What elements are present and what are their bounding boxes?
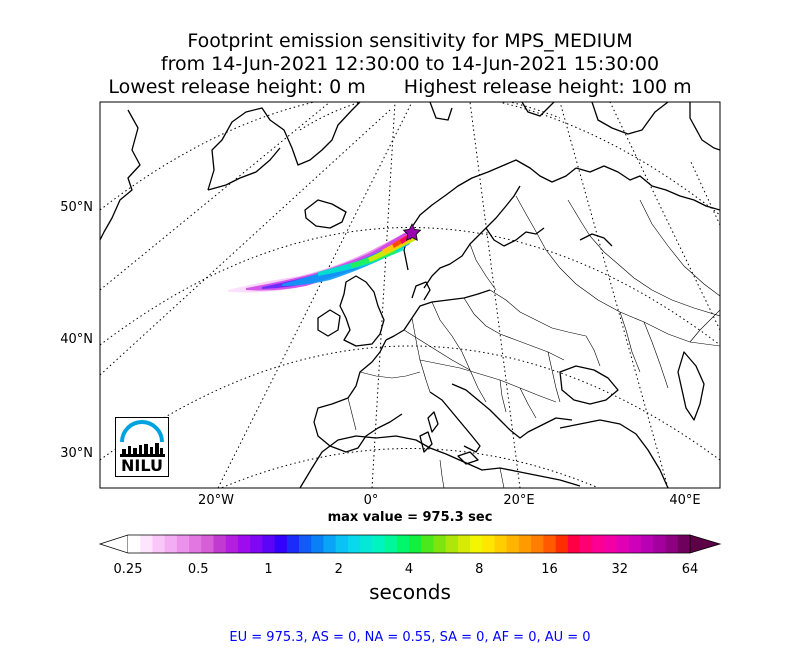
- nilu-logo-mark: [120, 420, 165, 457]
- lat-label-40n: 40°N: [60, 332, 93, 347]
- lowest-release-height: Lowest release height: 0 m: [108, 76, 366, 98]
- title-line-2: from 14-Jun-2021 12:30:00 to 14-Jun-2021…: [160, 53, 660, 75]
- colorbar-swatch: [409, 535, 422, 553]
- colorbar-tick-label: 16: [541, 562, 558, 577]
- colorbar-swatch: [299, 535, 312, 553]
- country-borders: [347, 195, 720, 488]
- colorbar-swatch: [262, 535, 276, 553]
- colorbar-swatch: [213, 535, 227, 553]
- colorbar-swatch: [347, 535, 361, 553]
- colorbar-swatch: [470, 535, 483, 553]
- lon-label-40e: 40°E: [669, 493, 701, 508]
- star-icon: [402, 223, 422, 241]
- colorbar-tick-label: 0.5: [187, 562, 209, 577]
- colorbar-swatch: [384, 535, 398, 553]
- colorbar-tick-label: 1: [264, 562, 273, 577]
- colorbar-swatch: [665, 535, 679, 553]
- colorbar-swatch: [616, 535, 630, 553]
- nilu-logo-text: NILU: [121, 456, 163, 475]
- colorbar-swatch: [506, 535, 520, 553]
- title-line-1: Footprint emission sensitivity for MPS_M…: [187, 30, 633, 52]
- colorbar-swatch: [567, 535, 581, 553]
- colorbar-swatch: [628, 535, 642, 553]
- footprint-plume: [228, 230, 416, 293]
- colorbar-swatch: [164, 535, 178, 553]
- highest-release-height: Highest release height: 100 m: [403, 76, 692, 98]
- colorbar-tick-label: 32: [611, 562, 629, 577]
- colorbar-tick-label: 2: [334, 562, 343, 577]
- colorbar-tick-label: 4: [404, 562, 414, 577]
- max-value-label: max value = 975.3 sec: [327, 510, 493, 525]
- colorbar-swatch: [274, 535, 288, 553]
- colorbar-swatch: [518, 535, 532, 553]
- colorbar-frame: [128, 534, 690, 554]
- colorbar-swatch: [482, 535, 495, 553]
- colorbar-swatch: [189, 535, 202, 553]
- colorbar-swatch: [372, 535, 385, 553]
- colorbar-swatch: [653, 535, 666, 553]
- lat-label-50n: 50°N: [60, 200, 93, 215]
- longitude-lines: [100, 102, 720, 488]
- colorbar-swatch: [323, 535, 337, 553]
- colorbar-swatch: [360, 535, 373, 553]
- colorbar-swatch: [592, 535, 605, 553]
- colorbar-swatch: [396, 535, 410, 553]
- colorbar-swatch: [176, 535, 190, 553]
- lon-label-20w: 20°W: [198, 493, 234, 508]
- colorbar-swatch: [335, 535, 349, 553]
- colorbar-swatch: [494, 535, 508, 553]
- colorbar-swatch: [421, 535, 434, 553]
- title-line-3: Lowest release height: 0 m Highest releas…: [0, 76, 800, 98]
- colorbar-under-arrow: [98, 534, 129, 554]
- latitude-lines: [100, 102, 720, 488]
- colorbar-swatch: [531, 535, 544, 553]
- colorbar-swatch: [311, 535, 324, 553]
- colorbar-tick-label: 0.25: [113, 562, 143, 577]
- colorbar-swatch: [225, 535, 239, 553]
- coastlines: [100, 102, 720, 488]
- colorbar-swatch: [457, 535, 471, 553]
- colorbar-swatch: [152, 535, 166, 553]
- colorbar-swatch: [128, 535, 141, 553]
- lon-label-20e: 20°E: [503, 493, 535, 508]
- region-values-line: EU = 975.3, AS = 0, NA = 0.55, SA = 0, A…: [229, 630, 591, 645]
- colorbar-swatch: [580, 535, 593, 553]
- lat-label-30n: 30°N: [60, 446, 93, 461]
- colorbar-swatch: [140, 535, 153, 553]
- nilu-logo: NILU: [115, 417, 169, 477]
- colorbar-swatch: [286, 535, 300, 553]
- colorbar-swatch: [641, 535, 654, 553]
- colorbar-swatch: [677, 535, 691, 553]
- colorbar-swatch: [555, 535, 569, 553]
- colorbar-swatch: [543, 535, 557, 553]
- colorbar-tick-label: 8: [475, 562, 484, 577]
- colorbar-swatch: [445, 535, 459, 553]
- colorbar-swatch: [201, 535, 214, 553]
- colorbar-tick-label: 64: [681, 562, 699, 577]
- colorbar-over-arrow: [689, 534, 722, 554]
- colorbar-swatch: [250, 535, 263, 553]
- colorbar-swatch: [433, 535, 447, 553]
- colorbar-units-label: seconds: [369, 580, 451, 604]
- lon-label-0: 0°: [363, 493, 379, 508]
- colorbar-swatch: [237, 535, 251, 553]
- colorbar-swatch: [604, 535, 618, 553]
- map-frame: [99, 101, 721, 489]
